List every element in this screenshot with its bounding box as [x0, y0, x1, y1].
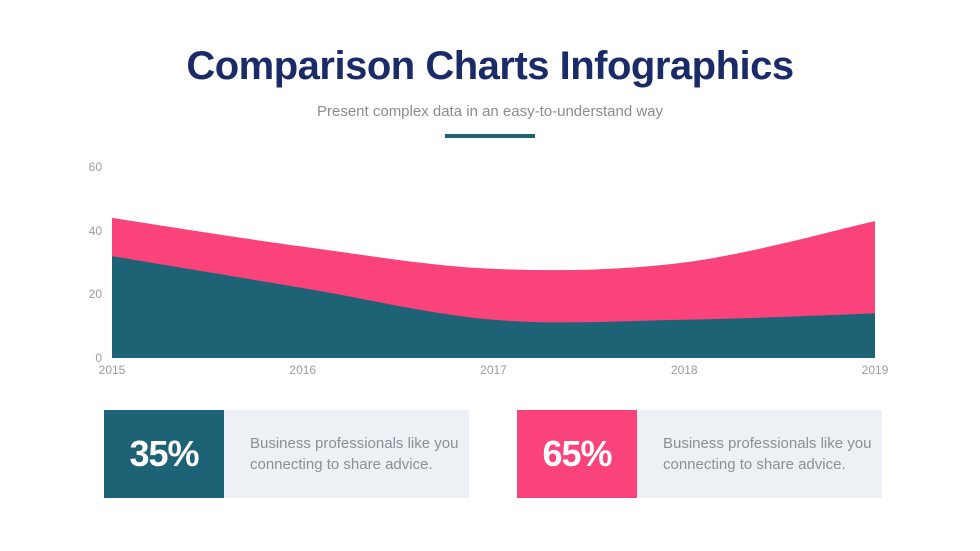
page-subtitle: Present complex data in an easy-to-under…	[316, 103, 664, 120]
teal-series-area	[112, 256, 875, 358]
x-tick-label: 2019	[861, 363, 889, 377]
header: Comparison Charts Infographics Present c…	[0, 0, 980, 138]
y-axis: 0 20 40 60	[68, 161, 102, 364]
card-panel: Business professionals like you connecti…	[637, 410, 882, 498]
x-tick-label: 2017	[480, 363, 507, 377]
stat-card-pink: 65% Business professionals like you conn…	[517, 410, 882, 498]
area-chart-canvas	[112, 217, 875, 358]
divider-line	[445, 134, 535, 138]
y-tick-label: 20	[88, 287, 102, 302]
percent-box-pink: 65%	[517, 410, 637, 498]
x-tick-label: 2018	[670, 363, 698, 377]
card-description: Business professionals like you connecti…	[663, 434, 872, 473]
percent-value: 65%	[542, 433, 612, 474]
x-axis: 2015 2016 2017 2018 2019	[99, 363, 889, 380]
card-panel: Business professionals like you connecti…	[224, 410, 469, 498]
y-tick-label: 0	[95, 351, 102, 365]
card-description: Business professionals like you connecti…	[250, 434, 459, 473]
y-tick-label: 40	[88, 223, 102, 238]
x-tick-label: 2016	[289, 363, 317, 377]
page-title: Comparison Charts Infographics	[186, 44, 794, 88]
y-tick-label: 60	[88, 160, 102, 174]
stat-cards: 35% Business professionals like you conn…	[104, 410, 882, 498]
percent-box-teal: 35%	[104, 410, 224, 498]
percent-value: 35%	[129, 433, 199, 474]
stat-card-teal: 35% Business professionals like you conn…	[104, 410, 469, 498]
x-tick-label: 2015	[98, 363, 126, 377]
stacked-area-chart: 0 20 40 60 2015 2016 2017 2018 2019	[89, 161, 889, 376]
